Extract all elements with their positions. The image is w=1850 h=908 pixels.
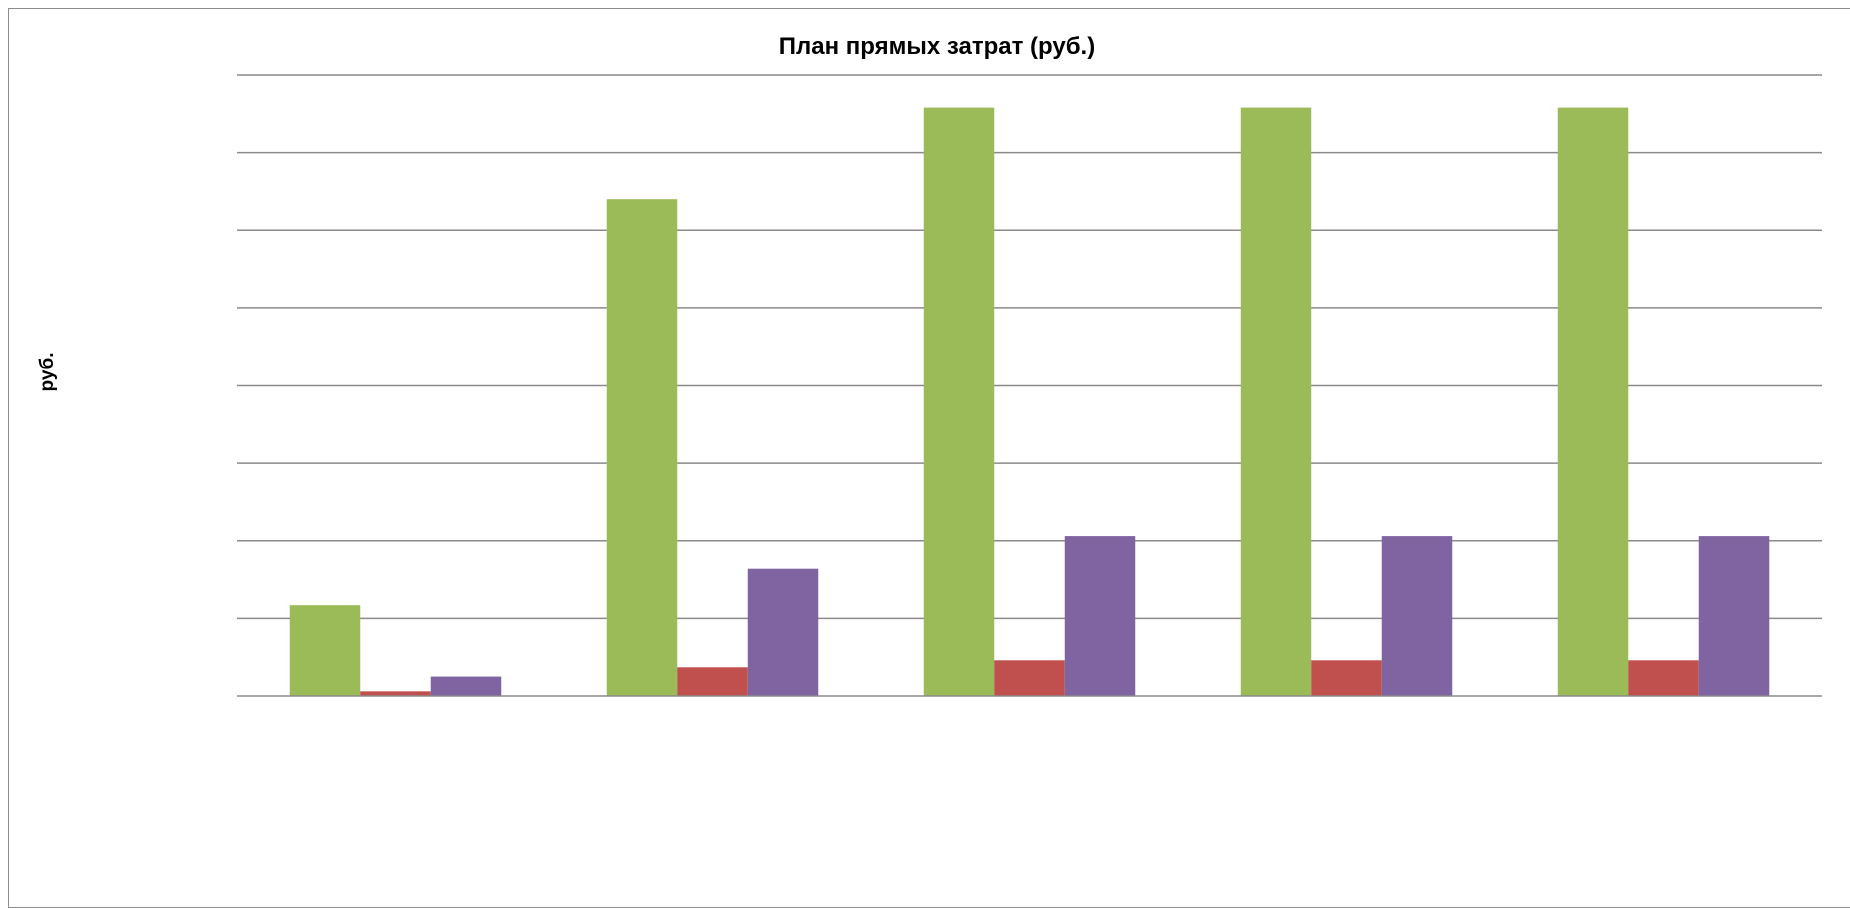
y-axis-label: руб. [37,353,58,392]
bar-series-1-category-4 [1240,107,1312,697]
bar-series-1-category-1 [289,605,361,696]
bar-series-1-category-5 [1557,107,1629,697]
bar-series-2-category-2 [677,667,748,696]
bars [289,107,1770,697]
bar-series-3-category-3 [1064,536,1136,696]
bar-series-2-category-1 [360,691,431,696]
bar-series-1-category-2 [606,199,678,696]
chart-title: План прямых затрат (руб.) [779,33,1095,60]
bar-series-2-category-4 [1311,660,1382,696]
bar-series-3-category-4 [1381,536,1453,696]
bar-series-3-category-1 [430,676,502,696]
bar-series-3-category-5 [1698,536,1770,696]
bar-series-2-category-3 [994,660,1065,696]
bar-series-2-category-5 [1628,660,1699,696]
bar-series-1-category-3 [923,107,995,697]
bar-series-3-category-2 [747,568,819,696]
